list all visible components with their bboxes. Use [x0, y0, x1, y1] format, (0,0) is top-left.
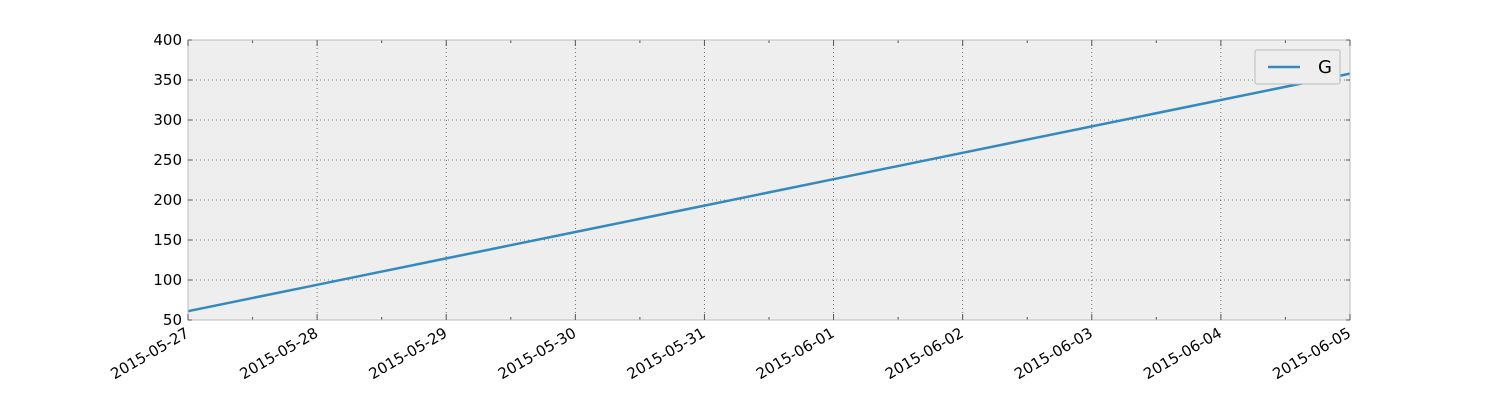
legend-label-g: G	[1318, 57, 1332, 78]
y-tick-label: 150	[153, 231, 182, 249]
series-line-g	[187, 72, 1351, 313]
x-tick-label: 2015-06-04	[1140, 324, 1225, 383]
y-tick-label: 350	[153, 71, 182, 89]
x-tick-label: 2015-05-30	[495, 324, 580, 383]
y-tick-label: 400	[153, 31, 182, 49]
x-tick-label: 2015-06-01	[753, 324, 838, 383]
y-tick-label: 200	[153, 191, 182, 209]
y-tick-label: 250	[153, 151, 182, 169]
y-axis: 50 100 150 200 250 300 350 400	[153, 31, 1350, 329]
x-tick-label: 2015-06-05	[1269, 324, 1354, 383]
x-tick-label: 2015-06-03	[1011, 324, 1096, 383]
x-tick-label: 2015-05-28	[237, 324, 322, 383]
x-tick-label: 2015-05-31	[624, 324, 709, 383]
x-tick-label: 2015-05-29	[366, 324, 451, 383]
legend: G	[1254, 49, 1341, 85]
y-tick-label: 100	[153, 271, 182, 289]
y-tick-label: 300	[153, 111, 182, 129]
plot-background	[188, 40, 1350, 320]
y-tick-label: 50	[163, 311, 182, 329]
plot-frame	[187, 39, 1351, 321]
x-tick-label: 2015-05-27	[107, 324, 192, 383]
x-tick-label: 2015-06-02	[882, 324, 967, 383]
